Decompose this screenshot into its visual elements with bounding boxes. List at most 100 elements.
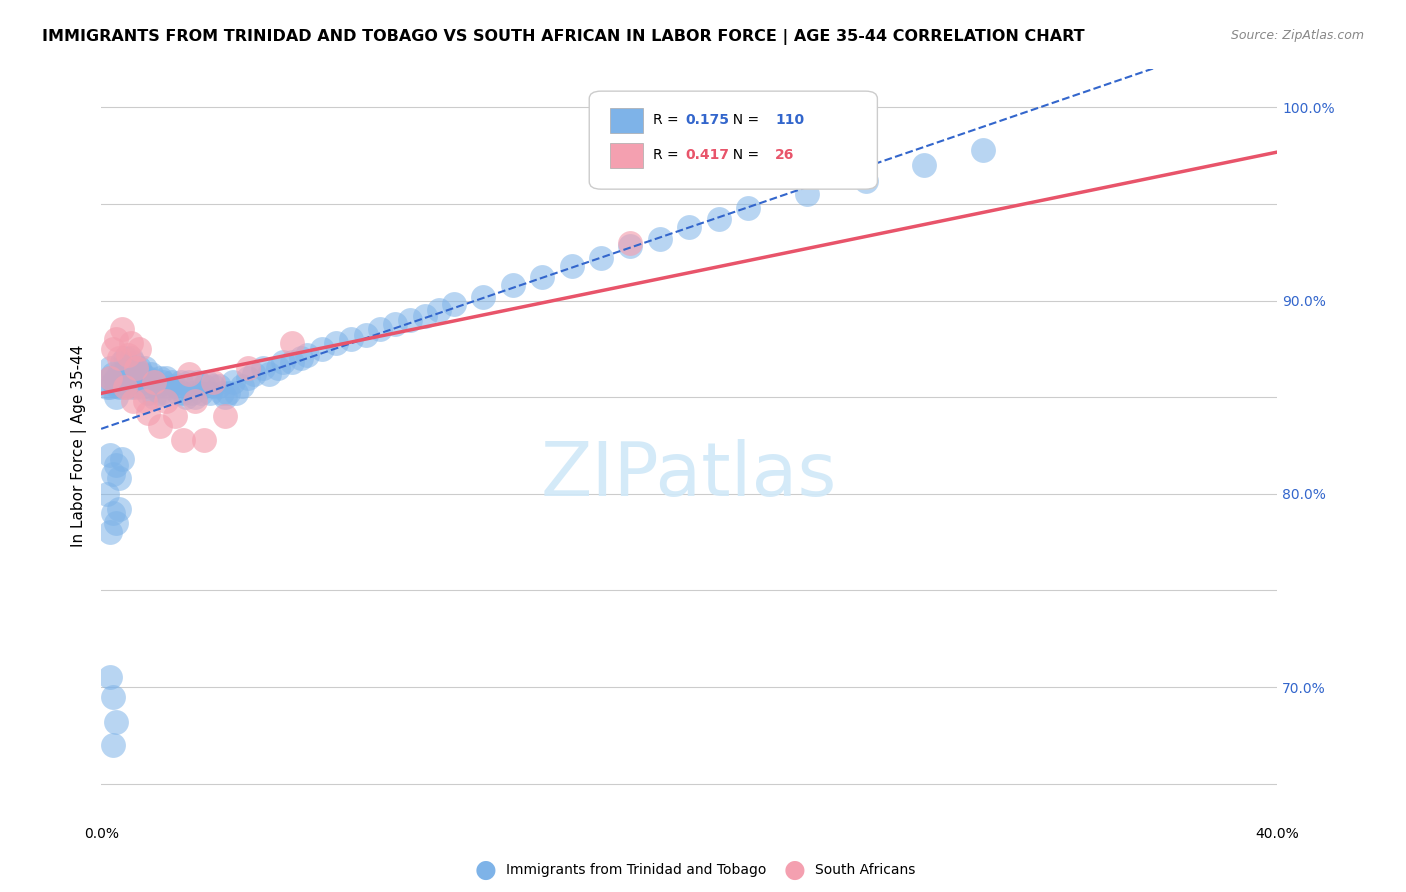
Text: R =: R = <box>652 148 683 162</box>
Point <box>125 380 148 394</box>
Point <box>796 187 818 202</box>
Point <box>619 235 641 250</box>
Point <box>136 406 159 420</box>
Point <box>149 419 172 434</box>
Point <box>399 313 422 327</box>
Point <box>96 380 118 394</box>
Point <box>198 386 221 401</box>
Point <box>169 375 191 389</box>
Point <box>166 386 188 401</box>
Text: 26: 26 <box>775 148 794 162</box>
Point <box>125 361 148 376</box>
Point <box>143 375 166 389</box>
Point <box>98 371 121 385</box>
Point <box>98 448 121 462</box>
Point <box>193 433 215 447</box>
Text: R =: R = <box>652 112 683 127</box>
Point <box>648 232 671 246</box>
Point <box>855 174 877 188</box>
Point <box>472 290 495 304</box>
Point <box>117 361 139 376</box>
Point <box>107 367 129 381</box>
Point <box>104 714 127 729</box>
Point <box>96 487 118 501</box>
Point <box>208 378 231 392</box>
Point <box>104 516 127 530</box>
Point <box>107 351 129 366</box>
Point <box>201 375 224 389</box>
Point <box>149 386 172 401</box>
Point <box>120 367 142 381</box>
Point <box>443 297 465 311</box>
Point <box>122 355 145 369</box>
Point <box>143 375 166 389</box>
Point <box>101 342 124 356</box>
Point <box>236 371 259 385</box>
Point <box>231 378 253 392</box>
Point <box>176 390 198 404</box>
Point <box>912 158 935 172</box>
Point <box>107 471 129 485</box>
Point <box>187 375 209 389</box>
Point <box>136 386 159 401</box>
Point <box>120 380 142 394</box>
Point <box>972 143 994 157</box>
Text: N =: N = <box>724 112 763 127</box>
Point <box>136 371 159 385</box>
Point <box>143 390 166 404</box>
Point <box>201 378 224 392</box>
Point <box>311 342 333 356</box>
Point <box>214 409 236 424</box>
Text: IMMIGRANTS FROM TRINIDAD AND TOBAGO VS SOUTH AFRICAN IN LABOR FORCE | AGE 35-44 : IMMIGRANTS FROM TRINIDAD AND TOBAGO VS S… <box>42 29 1085 45</box>
Point <box>281 355 304 369</box>
Point <box>281 336 304 351</box>
Point <box>117 375 139 389</box>
Point <box>111 452 134 467</box>
Point <box>111 355 134 369</box>
Point <box>98 380 121 394</box>
Text: 110: 110 <box>775 112 804 127</box>
Point <box>128 342 150 356</box>
FancyBboxPatch shape <box>610 108 644 133</box>
Text: ●: ● <box>783 858 806 881</box>
Point <box>101 690 124 704</box>
Point <box>737 201 759 215</box>
Text: 0.417: 0.417 <box>686 148 730 162</box>
Text: ●: ● <box>474 858 496 881</box>
Point <box>184 390 207 404</box>
Point <box>211 386 233 401</box>
Point <box>340 332 363 346</box>
Text: Source: ZipAtlas.com: Source: ZipAtlas.com <box>1230 29 1364 42</box>
Point <box>190 386 212 401</box>
Point <box>101 738 124 752</box>
Point <box>114 367 136 381</box>
Point <box>101 375 124 389</box>
Point <box>222 375 245 389</box>
Point <box>184 394 207 409</box>
Point <box>98 525 121 540</box>
Point <box>172 386 194 401</box>
Point <box>619 239 641 253</box>
Point <box>122 371 145 385</box>
Point <box>111 375 134 389</box>
Point <box>384 317 406 331</box>
Point <box>104 458 127 472</box>
Text: ZIPatlas: ZIPatlas <box>541 439 838 512</box>
Point <box>101 467 124 482</box>
Point <box>114 380 136 394</box>
Point <box>117 348 139 362</box>
Point <box>266 361 288 376</box>
Point <box>155 394 177 409</box>
Point <box>128 375 150 389</box>
Point <box>120 351 142 366</box>
Point <box>163 378 186 392</box>
Point <box>370 322 392 336</box>
Point <box>252 361 274 376</box>
Text: Immigrants from Trinidad and Tobago: Immigrants from Trinidad and Tobago <box>506 863 766 877</box>
Point <box>181 386 204 401</box>
Point <box>531 270 554 285</box>
Point <box>179 367 201 381</box>
Point <box>290 351 312 366</box>
Point <box>295 348 318 362</box>
Point <box>195 375 218 389</box>
